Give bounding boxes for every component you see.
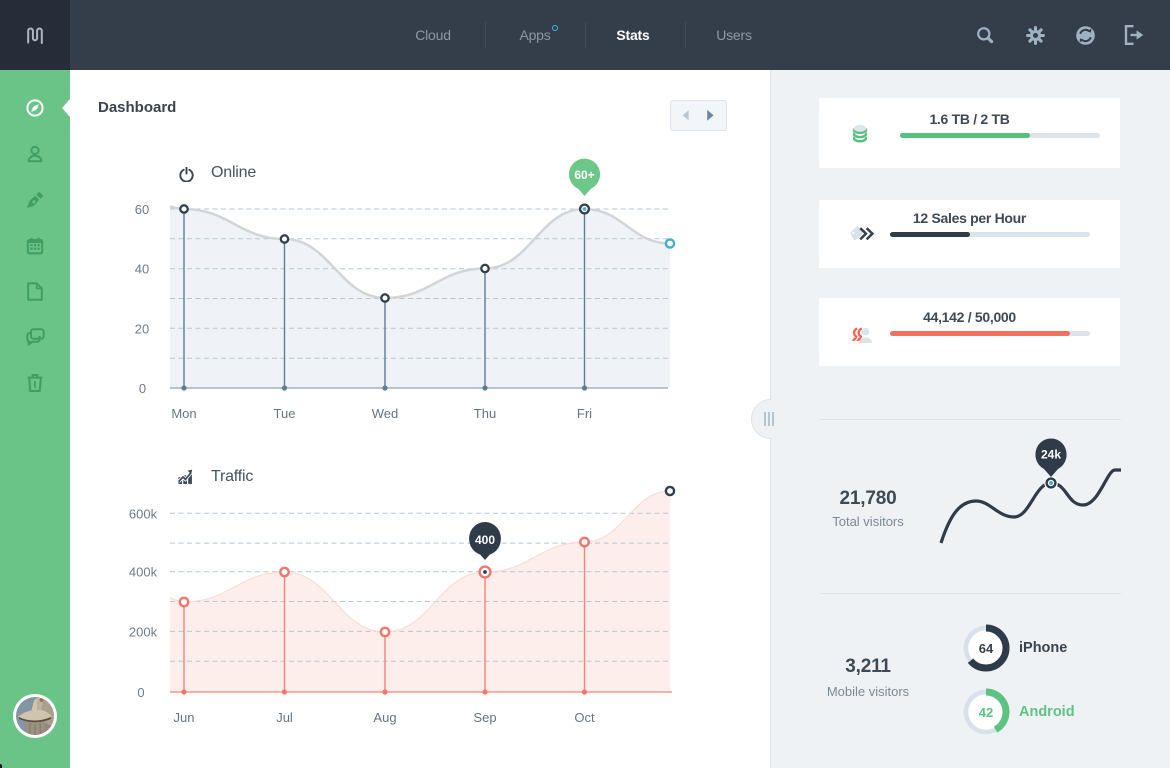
svg-text:Jul: Jul <box>276 710 293 725</box>
svg-text:Oct: Oct <box>574 710 595 725</box>
svg-text:Mon: Mon <box>171 406 196 421</box>
svg-text:60+: 60+ <box>574 168 594 182</box>
svg-text:Aug: Aug <box>373 710 396 725</box>
svg-text:Thu: Thu <box>474 406 496 421</box>
svg-text:20: 20 <box>135 321 149 336</box>
svg-text:Fri: Fri <box>577 406 592 421</box>
svg-text:60: 60 <box>135 202 149 217</box>
svg-text:400k: 400k <box>129 565 158 580</box>
svg-text:Wed: Wed <box>372 406 399 421</box>
svg-text:0: 0 <box>139 381 146 396</box>
svg-text:Jun: Jun <box>174 710 195 725</box>
svg-text:40: 40 <box>135 262 149 277</box>
svg-text:0: 0 <box>137 685 144 700</box>
svg-text:42: 42 <box>979 705 993 720</box>
svg-text:Tue: Tue <box>274 406 296 421</box>
svg-text:200k: 200k <box>129 624 158 639</box>
svg-text:600k: 600k <box>129 506 158 521</box>
svg-text:24k: 24k <box>1041 448 1061 462</box>
svg-text:400: 400 <box>475 533 495 547</box>
svg-text:64: 64 <box>979 641 994 656</box>
svg-text:Sep: Sep <box>473 710 496 725</box>
